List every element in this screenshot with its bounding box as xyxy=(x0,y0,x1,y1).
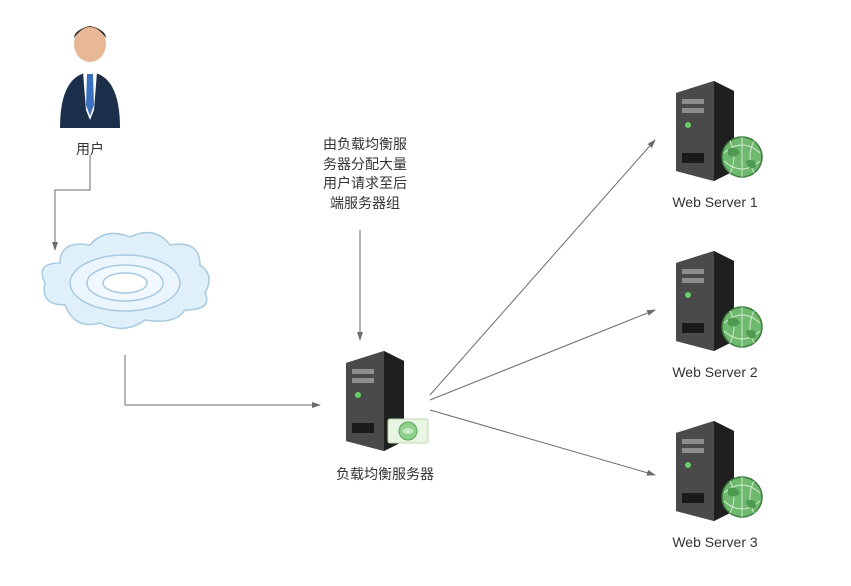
server-lb-icon xyxy=(330,345,440,455)
lb-description: 由负载均衡服 务器分配大量 用户请求至后 端服务器组 xyxy=(310,135,420,213)
globe-icon xyxy=(722,477,762,517)
desc-line-3: 端服务器组 xyxy=(310,194,420,214)
user-icon xyxy=(50,20,130,130)
user-node: 用户 xyxy=(40,20,140,159)
ws1-label: Web Server 1 xyxy=(650,194,780,210)
ws2-node: Web Server 2 xyxy=(650,245,780,380)
server-ws3-icon xyxy=(660,415,770,525)
server-ws2-icon xyxy=(660,245,770,355)
globe-icon xyxy=(722,137,762,177)
server-ws1-icon xyxy=(660,75,770,185)
ws3-node: Web Server 3 xyxy=(650,415,780,550)
globe-icon xyxy=(722,307,762,347)
desc-line-2: 用户请求至后 xyxy=(310,174,420,194)
diagram-canvas: 用户 由负载均衡服 务器分配大量 用户请求至后 端服务器组 xyxy=(0,0,851,586)
ws1-node: Web Server 1 xyxy=(650,75,780,210)
cloud-icon xyxy=(35,225,215,345)
edge-cloud-lb xyxy=(125,355,320,405)
edge-lb-ws3 xyxy=(430,410,655,475)
user-label: 用户 xyxy=(40,139,140,159)
lb-label: 负载均衡服务器 xyxy=(320,464,450,484)
edge-lb-ws2 xyxy=(430,310,655,400)
desc-line-1: 务器分配大量 xyxy=(310,155,420,175)
edge-lb-ws1 xyxy=(430,140,655,395)
lb-node: 负载均衡服务器 xyxy=(320,345,450,484)
cloud-node xyxy=(30,225,220,350)
desc-line-0: 由负载均衡服 xyxy=(310,135,420,155)
ws3-label: Web Server 3 xyxy=(650,534,780,550)
ws2-label: Web Server 2 xyxy=(650,364,780,380)
